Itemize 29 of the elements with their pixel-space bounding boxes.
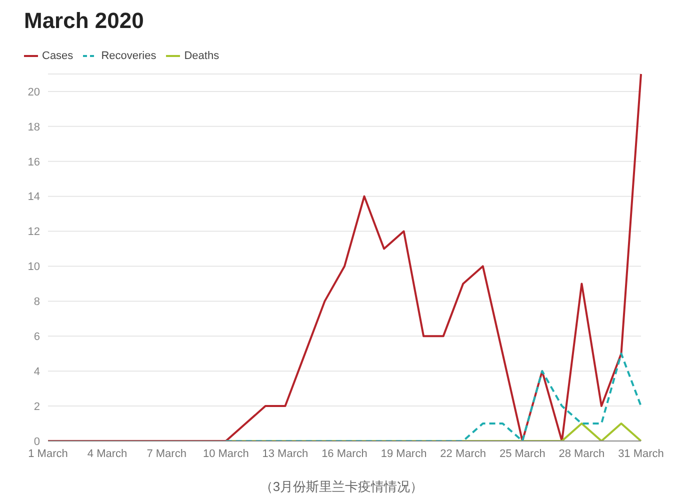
y-tick-label: 14 [28, 191, 40, 204]
x-tick-label: 10 March [202, 448, 249, 460]
y-tick-label: 4 [34, 366, 40, 378]
x-tick-label: 1 March [28, 448, 68, 460]
x-tick-label: 4 March [87, 448, 128, 460]
y-tick-label: 16 [28, 156, 40, 168]
y-tick-label: 2 [34, 400, 40, 413]
y-tick-label: 18 [28, 121, 40, 134]
legend-label: Cases [41, 50, 74, 62]
x-tick-label: 7 March [146, 448, 186, 460]
y-tick-label: 10 [28, 261, 40, 274]
y-tick-label: 6 [34, 331, 40, 344]
y-tick-label: 0 [34, 436, 40, 448]
x-tick-label: 16 March [322, 448, 368, 460]
text: （3月份斯里兰卡疫情情况） [258, 478, 424, 496]
legend-label: Deaths [183, 50, 220, 62]
x-tick-label: 25 March [499, 448, 546, 460]
y-tick-label: 20 [28, 86, 40, 98]
chart-title: March 2020 [24, 8, 145, 34]
x-tick-label: 28 March [558, 448, 605, 460]
legend-label: Recoveries [100, 50, 156, 62]
x-tick-label: 13 March [262, 448, 308, 460]
x-tick-label: 22 March [440, 448, 486, 460]
line-series [224, 352, 642, 441]
x-tick-label: 19 March [380, 448, 427, 460]
y-tick-label: 12 [28, 226, 40, 238]
y-tick-label: 8 [34, 296, 40, 308]
x-tick-label: 31 March [618, 448, 664, 460]
line-series [47, 74, 642, 441]
